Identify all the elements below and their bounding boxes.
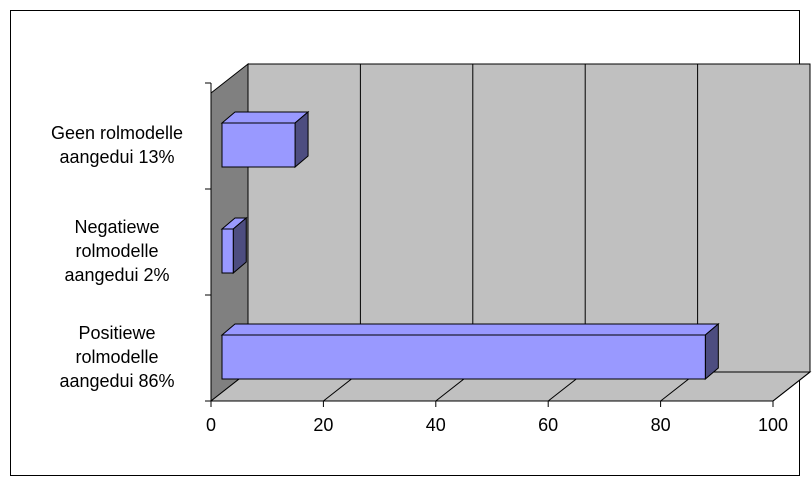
category-label-line: aangedui 13% xyxy=(59,147,174,167)
category-label-line: rolmodelle xyxy=(75,241,158,261)
x-tick-label: 80 xyxy=(651,415,671,435)
floor-gridline xyxy=(772,371,811,402)
bar xyxy=(221,228,234,274)
category-label-line: Positiewe xyxy=(78,323,155,343)
category-label-line: aangedui 2% xyxy=(64,265,169,285)
x-tick-label: 100 xyxy=(758,415,788,435)
x-tick-label: 20 xyxy=(313,415,333,435)
bar xyxy=(221,334,706,380)
category-label: Geen rolmodelle aangedui 13% xyxy=(51,123,183,167)
x-tick-label: 60 xyxy=(538,415,558,435)
x-tick-label: 0 xyxy=(206,415,216,435)
category-label-line: rolmodelle xyxy=(75,347,158,367)
bar-top xyxy=(220,111,310,124)
bar-top xyxy=(220,323,720,336)
category-label: Negatiewe rolmodelle aangedui 2% xyxy=(64,217,169,285)
x-tick-label: 40 xyxy=(426,415,446,435)
category-label-line: Geen rolmodelle xyxy=(51,123,183,143)
category-label: Positiewe rolmodelle aangedui 86% xyxy=(59,323,174,391)
category-label-line: aangedui 86% xyxy=(59,371,174,391)
category-label-line: Negatiewe xyxy=(74,217,159,237)
bar xyxy=(221,122,296,168)
